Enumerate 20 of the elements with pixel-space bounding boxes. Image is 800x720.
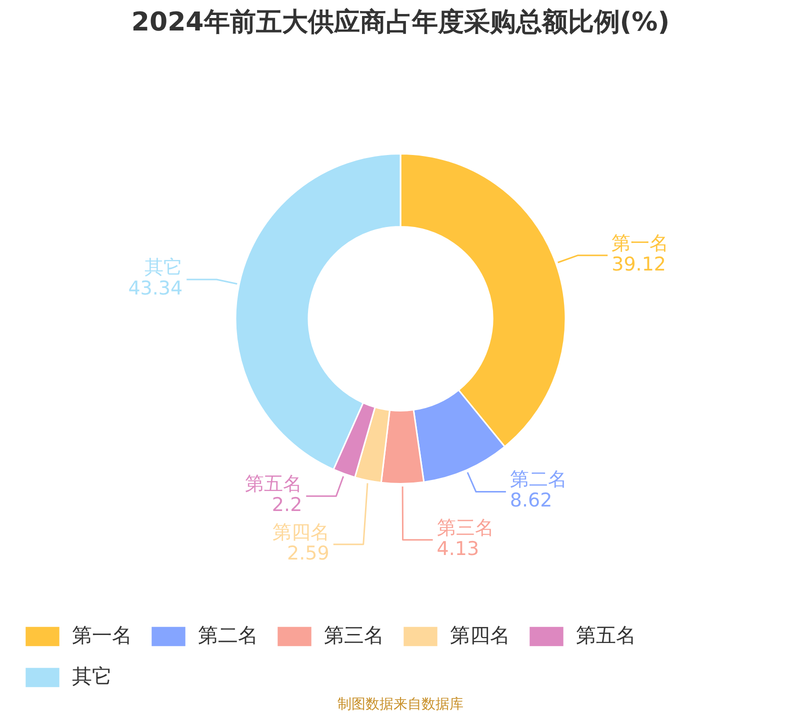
data-label: 8.62 — [510, 490, 552, 512]
data-label: 43.34 — [128, 278, 183, 300]
slice-label: 第三名 — [436, 516, 494, 539]
slice-label: 其它 — [144, 256, 183, 278]
data-label: 39.12 — [612, 253, 666, 276]
legend-label: 其它 — [72, 663, 112, 690]
slice-label: 第五名 — [245, 473, 302, 496]
legend-label: 第三名 — [324, 622, 384, 649]
legend-label: 第二名 — [198, 622, 258, 649]
legend-label: 第五名 — [576, 622, 636, 649]
slice-label: 第二名 — [510, 468, 567, 491]
slice-label: 第一名 — [612, 232, 669, 254]
data-label: 2.59 — [287, 542, 330, 564]
data-label: 4.13 — [436, 538, 480, 560]
chart-title: 2024年前五大供应商占年度采购总额比例(%) — [131, 8, 670, 38]
legend-label: 第一名 — [72, 622, 132, 649]
slice-label: 第四名 — [272, 521, 330, 544]
data-label: 2.2 — [272, 494, 302, 516]
text: 制图数据来自数据库 — [338, 696, 464, 712]
legend-label: 第四名 — [450, 622, 510, 649]
